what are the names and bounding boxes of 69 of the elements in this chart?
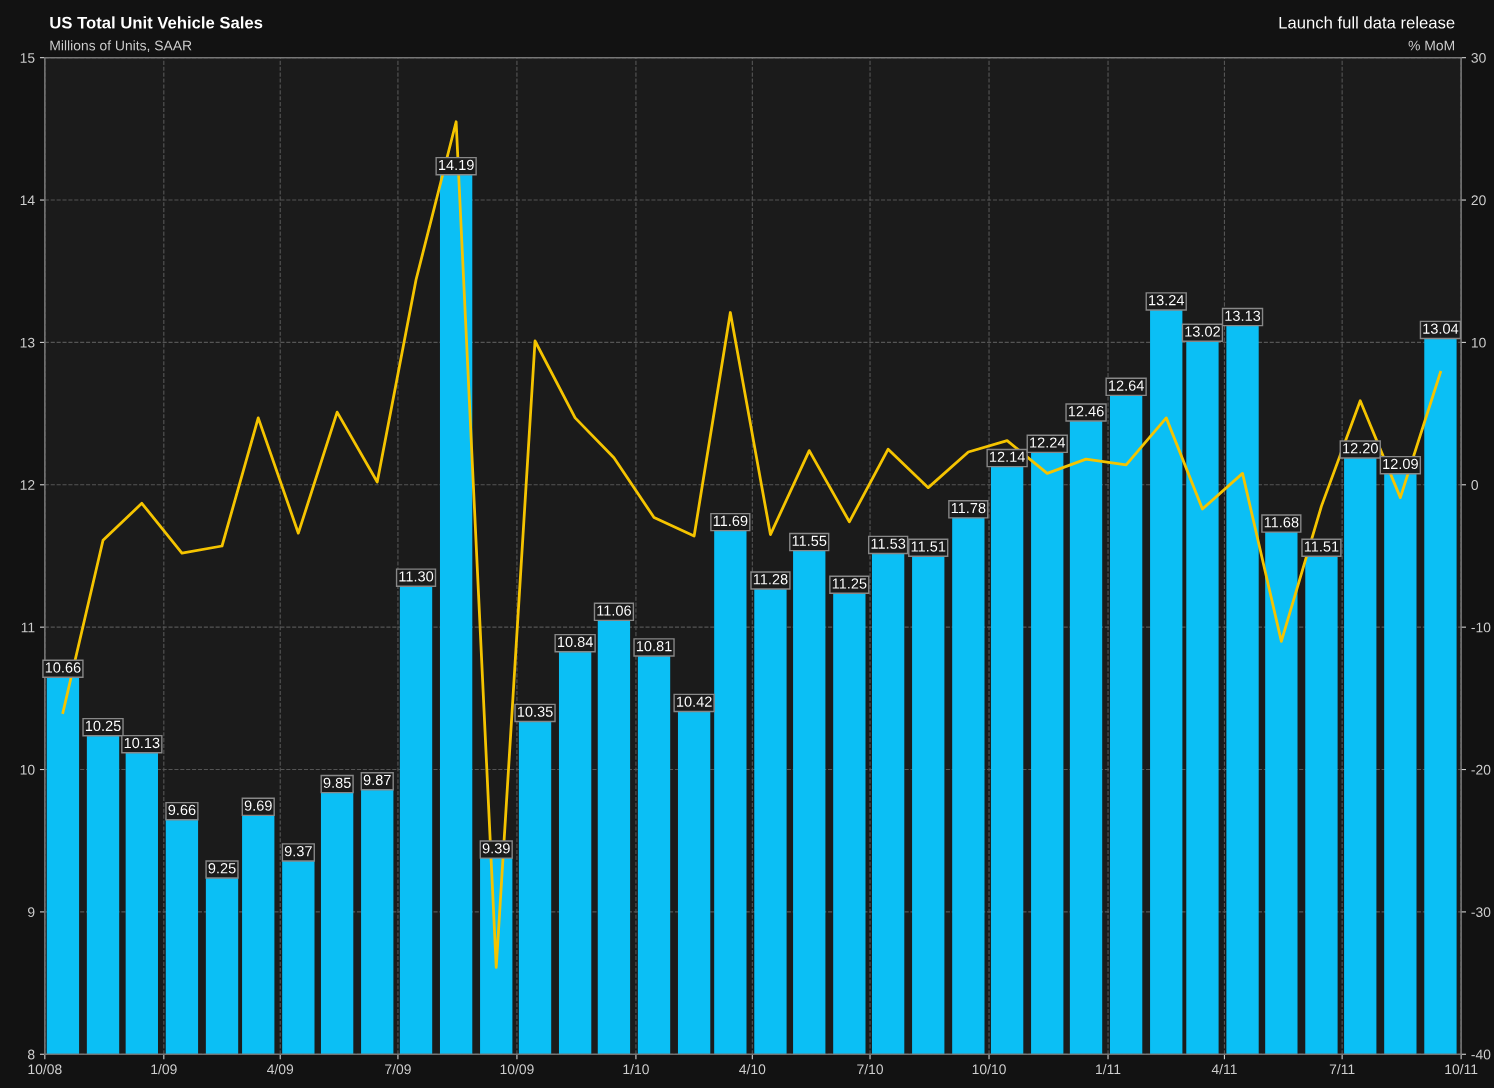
y2-tick-label: 0 [1471, 480, 1479, 490]
x-tick-label: 7/09 [385, 1063, 411, 1075]
x-tick-label: 10/10 [972, 1063, 1006, 1075]
data-label: 11.53 [871, 538, 906, 549]
y-tick-label: 15 [20, 53, 35, 63]
data-label: 11.78 [951, 502, 986, 514]
data-label: 11.06 [597, 605, 631, 616]
y2-tick-label: -20 [1471, 764, 1491, 775]
y-tick-label: 8 [27, 1049, 35, 1060]
data-label: 9.25 [208, 863, 236, 874]
y-tick-label: 12 [20, 480, 35, 490]
x-tick-label: 7/10 [857, 1063, 884, 1075]
y2-tick-label: -40 [1471, 1049, 1491, 1060]
y-tick-label: 9 [28, 907, 35, 918]
data-label: 11.51 [911, 541, 946, 552]
x-tick-label: 4/11 [1211, 1063, 1237, 1075]
y2-axis-title: % MoM [1408, 40, 1455, 51]
data-label: 9.85 [323, 777, 351, 788]
data-label: 12.14 [990, 451, 1025, 462]
x-tick-label: 10/08 [28, 1063, 62, 1075]
data-label: 10.35 [517, 706, 553, 717]
data-label: 10.13 [124, 737, 160, 749]
data-label: 14.19 [439, 159, 474, 171]
data-label: 11.69 [713, 515, 748, 527]
x-tick-label: 10/09 [500, 1063, 534, 1075]
x-tick-label: 4/10 [739, 1063, 766, 1075]
data-label: 9.39 [482, 843, 510, 854]
y2-tick-label: 30 [1471, 53, 1486, 63]
data-label: 13.13 [1225, 310, 1261, 322]
x-tick-label: 4/09 [267, 1063, 294, 1075]
chart-title: US Total Unit Vehicle Sales [50, 16, 263, 29]
y-tick-label: 14 [20, 195, 35, 206]
y-tick-label: 13 [20, 337, 35, 348]
chart-subtitle: Millions of Units, SAAR [50, 40, 192, 53]
data-label: 11.51 [1304, 541, 1339, 552]
data-label: 10.84 [558, 636, 593, 648]
x-tick-label: 10/11 [1445, 1063, 1478, 1075]
data-label: 11.25 [832, 578, 867, 589]
y2-tick-label: -10 [1471, 622, 1491, 633]
data-label: 10.42 [676, 696, 712, 707]
data-label: 12.24 [1030, 437, 1066, 448]
data-label: 12.46 [1068, 406, 1104, 417]
y2-tick-label: 10 [1471, 337, 1486, 348]
data-label: 9.87 [363, 774, 391, 786]
x-tick-label: 1/10 [623, 1063, 649, 1075]
data-label: 11.68 [1264, 517, 1299, 528]
data-label: 9.66 [168, 804, 196, 816]
x-tick-label: 1/11 [1096, 1063, 1121, 1075]
data-label: 9.37 [284, 846, 312, 857]
y2-tick-label: 20 [1471, 195, 1486, 206]
data-label: 9.69 [244, 800, 272, 811]
x-tick-label: 1/09 [151, 1063, 177, 1075]
text: Launch full data release [1279, 16, 1455, 29]
data-label: 11.28 [753, 574, 788, 585]
data-label: 11.55 [792, 535, 827, 546]
data-label: 13.02 [1185, 326, 1220, 337]
data-label: 12.09 [1383, 458, 1418, 470]
data-label: 12.20 [1343, 443, 1378, 454]
y-tick-label: 11 [21, 622, 35, 633]
data-label: 10.66 [45, 662, 81, 673]
data-label: 10.81 [636, 641, 672, 652]
data-label: 11.30 [399, 571, 434, 582]
data-label: 10.25 [85, 720, 121, 732]
data-label: 13.24 [1149, 295, 1185, 306]
data-label: 13.04 [1423, 323, 1459, 334]
y-tick-label: 10 [20, 764, 35, 775]
y2-tick-label: -30 [1471, 907, 1491, 918]
x-tick-label: 7/11 [1329, 1063, 1355, 1075]
data-label: 12.64 [1109, 380, 1144, 391]
